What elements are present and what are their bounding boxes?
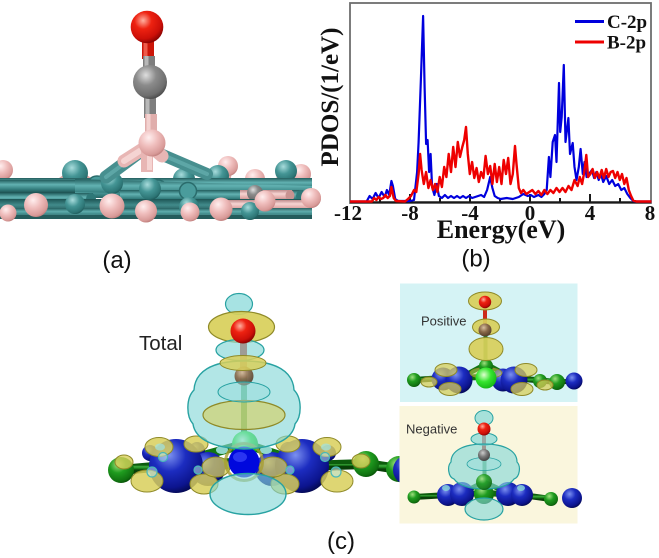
svg-text:C-2p: C-2p (607, 12, 647, 33)
svg-text:Total: Total (139, 332, 182, 355)
svg-text:PDOS/(1/eV): PDOS/(1/eV) (317, 28, 344, 167)
svg-text:4: 4 (585, 201, 596, 225)
svg-text:Positive: Positive (421, 314, 467, 329)
svg-text:(b): (b) (461, 246, 490, 273)
svg-text:Negative: Negative (406, 422, 457, 437)
svg-text:B-2p: B-2p (607, 33, 646, 54)
svg-text:8: 8 (645, 201, 656, 225)
svg-text:Energy(eV): Energy(eV) (437, 215, 566, 244)
svg-text:-4: -4 (461, 201, 479, 225)
svg-text:-12: -12 (334, 201, 362, 225)
svg-text:(c): (c) (327, 528, 355, 555)
svg-text:-8: -8 (401, 201, 419, 225)
svg-text:0: 0 (525, 201, 536, 225)
svg-text:(a): (a) (102, 247, 131, 274)
